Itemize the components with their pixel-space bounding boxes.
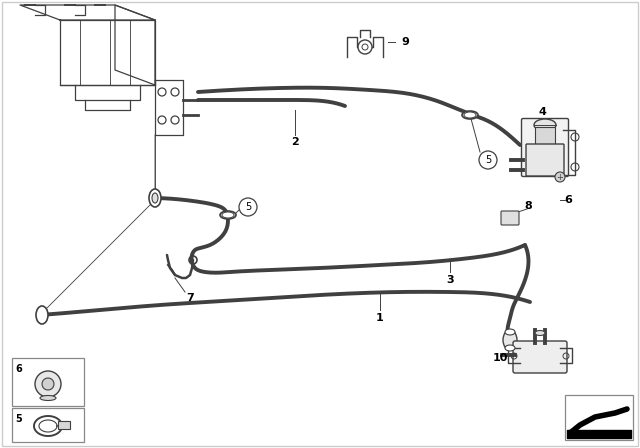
Circle shape [358, 40, 372, 54]
Text: 6: 6 [15, 364, 22, 374]
Text: 5: 5 [15, 414, 22, 424]
Text: 8: 8 [524, 201, 532, 211]
Text: 9: 9 [401, 37, 409, 47]
Ellipse shape [503, 330, 517, 350]
Ellipse shape [505, 329, 515, 335]
Text: 5: 5 [245, 202, 251, 212]
Text: 3: 3 [446, 275, 454, 285]
FancyBboxPatch shape [526, 144, 564, 176]
Ellipse shape [535, 331, 545, 336]
Ellipse shape [220, 211, 236, 219]
FancyBboxPatch shape [522, 119, 568, 177]
Ellipse shape [36, 306, 48, 324]
Ellipse shape [464, 112, 476, 118]
Text: 5: 5 [485, 155, 491, 165]
Ellipse shape [40, 396, 56, 401]
Text: 1: 1 [376, 313, 384, 323]
Circle shape [479, 151, 497, 169]
Bar [12, 408, 84, 442]
FancyBboxPatch shape [513, 341, 567, 373]
Ellipse shape [222, 212, 234, 218]
Bar [12, 358, 84, 406]
Bar [535, 127, 555, 149]
Circle shape [555, 172, 565, 182]
Text: 4: 4 [538, 107, 546, 117]
Circle shape [239, 198, 257, 216]
Circle shape [42, 378, 54, 390]
Text: +: + [557, 172, 563, 181]
Ellipse shape [462, 111, 478, 119]
Bar [565, 395, 633, 440]
Text: 6: 6 [564, 195, 572, 205]
Ellipse shape [149, 189, 161, 207]
Text: 2: 2 [291, 137, 299, 147]
Ellipse shape [152, 193, 158, 203]
Text: 10: 10 [493, 353, 508, 363]
FancyBboxPatch shape [501, 211, 519, 225]
Circle shape [35, 371, 61, 397]
Text: 7: 7 [186, 293, 194, 303]
Ellipse shape [505, 345, 515, 351]
Bar [58, 421, 70, 429]
Ellipse shape [534, 119, 556, 131]
